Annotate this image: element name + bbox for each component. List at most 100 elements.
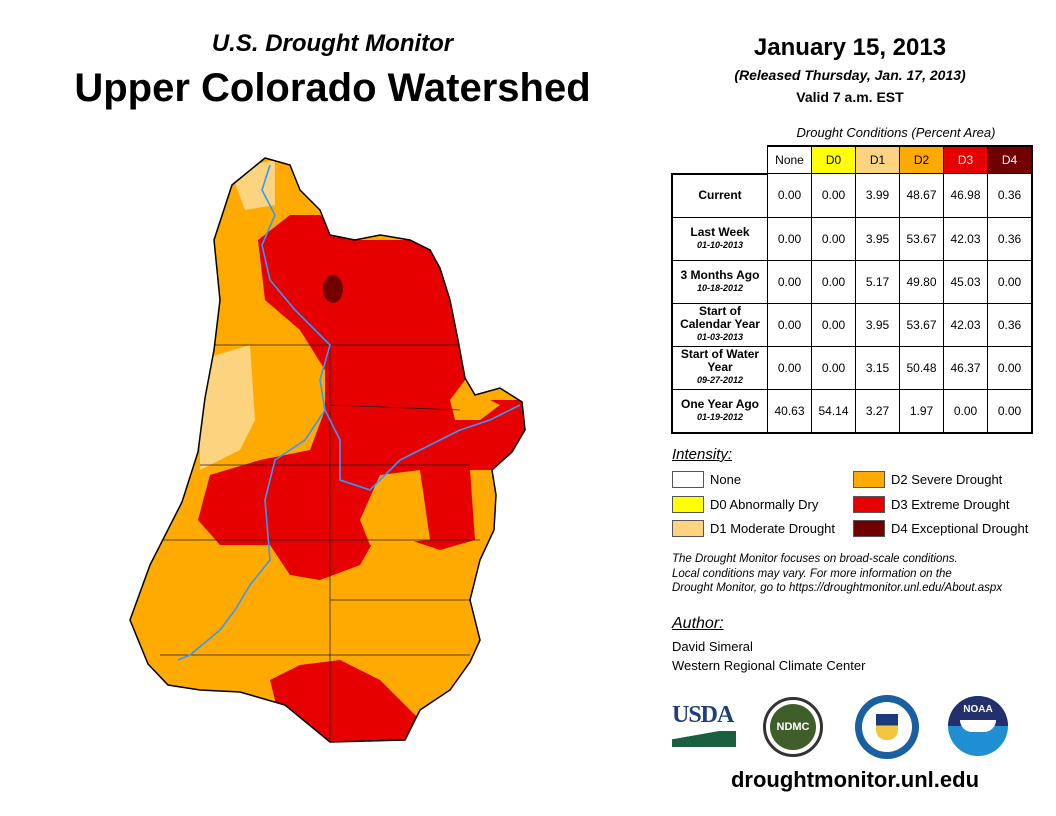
legend-label: D1 Moderate Drought	[710, 521, 836, 536]
legend-label: None	[710, 472, 742, 487]
table-cell: 46.98	[943, 173, 988, 218]
author-name: David Simeral	[672, 639, 753, 654]
table-cell: 0.00	[811, 216, 856, 261]
d2-area-east	[450, 390, 500, 420]
website-url[interactable]: droughtmonitor.unl.edu	[730, 767, 980, 792]
col-d3: D3	[943, 145, 988, 174]
noaa-logo: NOAA	[948, 696, 1008, 756]
legend-item: None	[672, 471, 741, 488]
table-cell: 0.00	[987, 345, 1033, 390]
legend-swatch	[853, 471, 885, 488]
table-cell: 50.48	[899, 345, 944, 390]
table-cell: 0.00	[987, 259, 1033, 304]
table-cell: 0.00	[767, 173, 812, 218]
table-cell: 0.00	[767, 345, 812, 390]
subtitle: U.S. Drought Monitor	[211, 30, 454, 57]
row-label: Current	[671, 173, 768, 218]
note-line: The Drought Monitor focuses on broad-sca…	[672, 553, 958, 565]
table-cell: 48.67	[899, 173, 944, 218]
table-cell: 42.03	[943, 216, 988, 261]
table-cell: 3.95	[855, 216, 900, 261]
colorado-river	[177, 164, 521, 661]
commerce-seal-logo	[855, 695, 919, 759]
ndmc-logo: NDMC	[763, 697, 823, 757]
col-d2: D2	[899, 145, 944, 174]
table-row: One Year Ago 01-19-2012 40.63 54.14 3.27 1.97…	[671, 388, 1033, 434]
row-label: Last Week 01-10-2013	[671, 216, 768, 261]
author-info: David Simeral Western Regional Climate C…	[672, 637, 865, 675]
table-cell: 45.03	[943, 259, 988, 304]
table-cell: 5.17	[855, 259, 900, 304]
table-row: 3 Months Ago 10-18-2012 0.00 0.00 5.17 49.80 4…	[671, 259, 1033, 304]
table-cell: 40.63	[767, 388, 812, 434]
table-cell: 3.27	[855, 388, 900, 434]
legend-label: D2 Severe Drought	[891, 472, 1003, 487]
d3-area-central	[198, 215, 525, 580]
table-cell: 0.00	[811, 302, 856, 347]
row-date: 01-10-2013	[696, 239, 744, 250]
col-d4: D4	[987, 145, 1033, 174]
d2-area-southeast	[360, 470, 430, 545]
legend-swatch	[672, 520, 704, 537]
legend-swatch	[672, 496, 704, 513]
legend-swatch	[853, 496, 885, 513]
row-label: 3 Months Ago 10-18-2012	[671, 259, 768, 304]
legend-item: D1 Moderate Drought	[672, 520, 835, 537]
legend-label: D3 Extreme Drought	[891, 497, 1010, 512]
row-date: 01-03-2013	[696, 332, 744, 342]
table-cell: 42.03	[943, 302, 988, 347]
legend-swatch	[672, 471, 704, 488]
table-cell: 46.37	[943, 345, 988, 390]
county-boundaries	[150, 344, 480, 740]
table-cell: 0.36	[987, 173, 1033, 218]
table-caption: Drought Conditions (Percent Area)	[796, 125, 996, 140]
disclaimer-note: The Drought Monitor focuses on broad-sca…	[672, 552, 1002, 596]
author-label: Author:	[672, 615, 724, 632]
note-line: Local conditions may vary. For more info…	[672, 567, 952, 580]
table-cell: 0.00	[811, 173, 856, 218]
table-cell: 53.67	[899, 302, 944, 347]
row-label: Start of Water Year 09-27-2012	[671, 345, 768, 390]
legend-item: D4 Exceptional Drought	[853, 520, 1028, 537]
note-line: Drought Monitor, go to https://droughtmo…	[672, 582, 1003, 594]
table-cell: 0.00	[943, 388, 988, 434]
legend-item: D2 Severe Drought	[853, 471, 1002, 488]
drought-map	[129, 157, 526, 743]
table-cell: 3.15	[855, 345, 900, 390]
col-d1: D1	[855, 145, 900, 174]
table-row: Current 0.00 0.00 3.99 48.67 46.98 0.36	[671, 173, 1033, 218]
legend-label: D0 Abnormally Dry	[710, 497, 819, 512]
table-cell: 3.99	[855, 173, 900, 218]
legend-item: D0 Abnormally Dry	[672, 496, 818, 513]
table-row: Start of Water Year 09-27-2012 0.00 0.00 3.1…	[671, 345, 1033, 390]
row-label: Start of Calendar Year 01-03-2013	[671, 302, 768, 347]
author-org: Western Regional Climate Center	[672, 658, 866, 673]
table-cell: 0.36	[987, 302, 1033, 347]
row-date: 01-19-2012	[696, 411, 744, 422]
table-row: Start of Calendar Year 01-03-2013 0.00 0.00…	[671, 302, 1033, 347]
legend-title: Intensity:	[672, 446, 733, 463]
legend-label: D4 Exceptional Drought	[891, 521, 1029, 536]
usda-logo: USDA	[672, 702, 736, 748]
table-cell: 3.95	[855, 302, 900, 347]
table-cell: 0.00	[767, 259, 812, 304]
page-title: Upper Colorado Watershed	[74, 66, 591, 110]
table-cell: 54.14	[811, 388, 856, 434]
table-cell: 0.36	[987, 216, 1033, 261]
release-date: (Released Thursday, Jan. 17, 2013)	[734, 67, 966, 83]
table-cell: 0.00	[811, 259, 856, 304]
d4-area	[323, 275, 343, 303]
table-cell: 1.97	[899, 388, 944, 434]
row-label: One Year Ago 01-19-2012	[671, 388, 768, 434]
map-date: January 15, 2013	[753, 34, 947, 61]
legend-item: D3 Extreme Drought	[853, 496, 1010, 513]
row-date: 10-18-2012	[696, 282, 744, 293]
valid-time: Valid 7 a.m. EST	[796, 89, 904, 105]
table-cell: 0.00	[987, 388, 1033, 434]
col-none: None	[767, 145, 812, 174]
legend-swatch	[853, 520, 885, 537]
table-cell: 53.67	[899, 216, 944, 261]
row-date: 09-27-2012	[696, 375, 744, 385]
table-cell: 0.00	[767, 302, 812, 347]
